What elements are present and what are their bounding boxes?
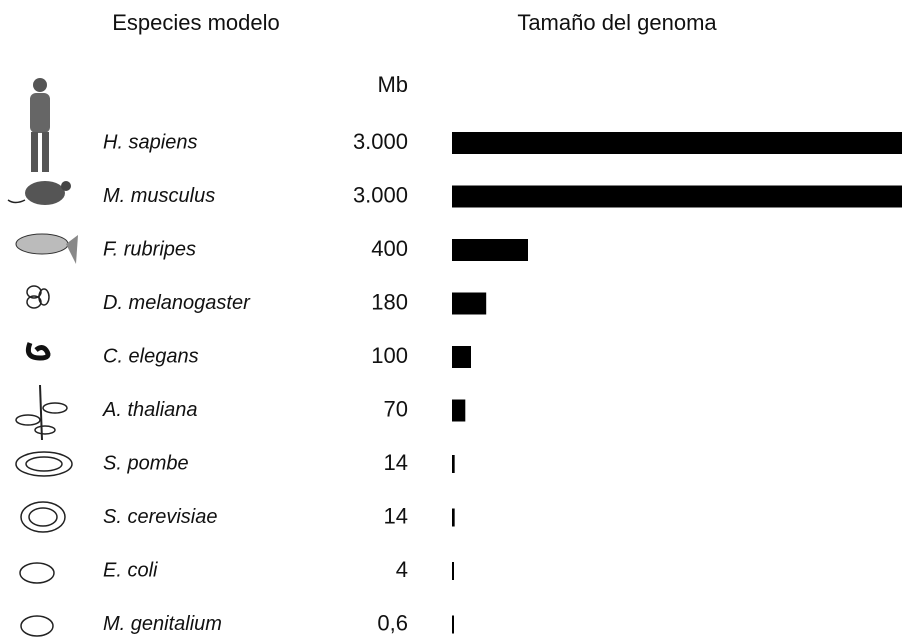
- value-label: 14: [384, 450, 408, 475]
- bar: [452, 346, 471, 368]
- bar: [452, 615, 454, 634]
- value-label: 0,6: [377, 610, 408, 635]
- bar: [452, 239, 528, 261]
- fly-icon: [26, 285, 50, 309]
- species-label: E. coli: [103, 559, 158, 581]
- species-label: S. pombe: [103, 452, 189, 474]
- bar: [452, 292, 487, 315]
- species-label: A. thaliana: [102, 399, 198, 421]
- unit-label: Mb: [377, 72, 408, 97]
- bar: [452, 508, 455, 527]
- value-header: Tamaño del genoma: [517, 10, 717, 35]
- bacteria-icon: [20, 615, 54, 637]
- species-label: M. genitalium: [103, 613, 222, 635]
- value-label: 14: [384, 503, 408, 528]
- mouse-icon: [7, 181, 71, 205]
- species-icons: [7, 78, 78, 637]
- value-label: 4: [396, 557, 408, 582]
- bar: [452, 185, 902, 208]
- fish-icon: [15, 233, 78, 264]
- species-label: M. musculus: [103, 185, 215, 207]
- yeast-icon: [15, 451, 73, 477]
- bacteria-icon: [19, 562, 55, 584]
- yeast-icon: [20, 501, 66, 533]
- bar: [452, 562, 454, 580]
- species-label: F. rubripes: [103, 238, 196, 260]
- value-label: 3.000: [353, 182, 408, 207]
- bar: [452, 132, 902, 154]
- value-label: 70: [384, 396, 408, 421]
- human-icon: [30, 78, 50, 172]
- value-label: 100: [371, 343, 408, 368]
- worm-icon: [25, 342, 51, 361]
- bar: [452, 455, 455, 473]
- species-label: H. sapiens: [103, 131, 198, 153]
- value-label: 3.000: [353, 129, 408, 154]
- value-label: 400: [371, 236, 408, 261]
- plant-icon: [15, 384, 68, 441]
- species-label: D. melanogaster: [103, 292, 251, 314]
- species-label: S. cerevisiae: [103, 506, 218, 528]
- bar: [452, 399, 466, 422]
- species-label: C. elegans: [103, 345, 199, 367]
- category-header: Especies modelo: [112, 10, 280, 35]
- bars: [452, 132, 902, 634]
- value-label: 180: [371, 289, 408, 314]
